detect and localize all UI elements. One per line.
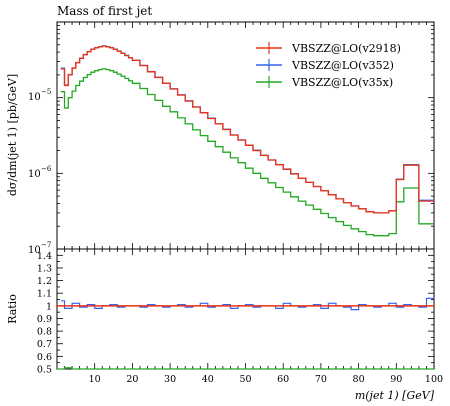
y-tick-label-1e-5: 10 [28, 92, 41, 103]
ratio-y-tick-label: 1.1 [37, 289, 52, 300]
chart-title: Mass of first jet [57, 4, 152, 18]
main-y-axis-label: dσ/dm(jet 1) [pb/GeV] [6, 74, 19, 196]
ratio-plot-frame [56, 248, 435, 370]
y-tick-label-1e-7: 10 [28, 245, 41, 256]
y-tick-label-1e-6: 10 [28, 169, 41, 180]
ratio-y-tick-labels: 0.5 0.6 0.70.8 0.9 11.1 1.2 1.31.4 [37, 251, 52, 376]
ratio-plot-ticks [56, 249, 435, 370]
ratio-series-line-2 [57, 367, 434, 370]
x-tick-label: 10 [89, 374, 101, 385]
ratio-series-line-1 [60, 297, 434, 311]
ratio-y-tick-label: 0.7 [37, 339, 52, 350]
main-plot-frame [56, 21, 435, 250]
main-series-line-2 [60, 68, 434, 237]
x-axis-label: m(jet 1) [GeV] [355, 389, 435, 402]
x-tick-label: 20 [126, 374, 138, 385]
y-tick-label-1e-5-exp: −5 [41, 88, 51, 96]
main-series-line-0 [60, 45, 434, 214]
x-tick-label: 100 [425, 374, 443, 385]
legend-entry-v2918: VBSZZ@LO(v2918) [256, 42, 401, 55]
ratio-y-tick-label: 0.6 [37, 352, 52, 363]
y-tick-label-1e-7-exp: −7 [41, 241, 51, 249]
main-plot-ticks [56, 21, 435, 250]
ratio-y-tick-label: 0.9 [37, 314, 52, 325]
legend-label-v35x: VBSZZ@LO(v35x) [291, 76, 393, 89]
x-tick-label: 90 [390, 374, 402, 385]
ratio-y-tick-label: 1.3 [37, 263, 52, 274]
legend-entry-v35x: VBSZZ@LO(v35x) [256, 76, 393, 89]
y-tick-label-1e-6-exp: −6 [41, 165, 52, 173]
x-tick-label: 70 [315, 374, 327, 385]
ratio-y-tick-label: 0.8 [37, 327, 52, 338]
ratio-y-axis-label: Ratio [6, 294, 19, 324]
x-tick-label: 40 [202, 374, 214, 385]
ratio-y-tick-label: 1.2 [37, 276, 52, 287]
ratio-y-tick-label: 1.4 [37, 251, 52, 262]
ratio-y-tick-label: 0.5 [37, 365, 52, 376]
x-tick-label: 60 [277, 374, 289, 385]
x-tick-labels: 10 20 30 40 50 60 70 80 90 100 [89, 374, 443, 385]
main-plot-series [60, 45, 434, 237]
x-tick-label: 50 [239, 374, 251, 385]
legend-entry-v352: VBSZZ@LO(v352) [256, 59, 394, 72]
ratio-y-tick-label: 1 [46, 301, 52, 312]
ratio-plot-series [57, 297, 434, 370]
legend-label-v2918: VBSZZ@LO(v2918) [291, 42, 401, 55]
legend-label-v352: VBSZZ@LO(v352) [291, 59, 394, 72]
x-tick-label: 80 [353, 374, 365, 385]
legend: VBSZZ@LO(v2918) VBSZZ@LO(v352) VBSZZ@LO(… [256, 42, 401, 89]
x-tick-label: 30 [164, 374, 176, 385]
